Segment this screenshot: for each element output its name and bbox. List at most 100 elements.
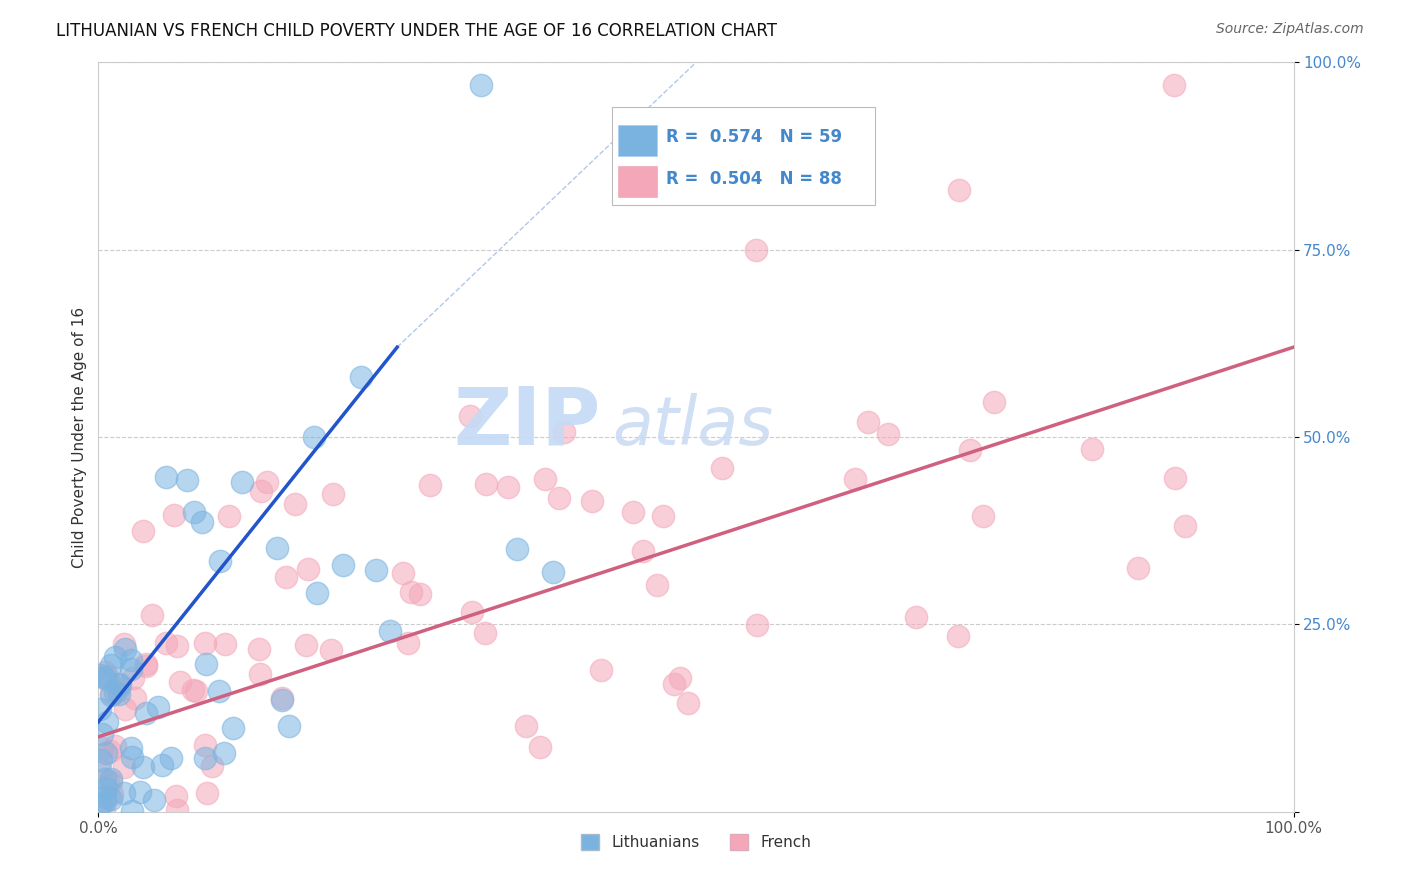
Point bbox=[231, 475, 253, 489]
Point bbox=[96, 746, 118, 760]
Point bbox=[201, 759, 224, 773]
Point bbox=[163, 508, 186, 523]
Point bbox=[250, 484, 273, 499]
Point bbox=[108, 687, 131, 701]
Point bbox=[194, 738, 217, 752]
Point bbox=[100, 744, 122, 758]
Point bbox=[176, 473, 198, 487]
Y-axis label: Child Poverty Under the Age of 16: Child Poverty Under the Age of 16 bbox=[72, 307, 87, 567]
Point bbox=[214, 637, 236, 651]
Point bbox=[191, 515, 214, 529]
Point bbox=[745, 243, 768, 257]
Point bbox=[581, 493, 603, 508]
Point bbox=[159, 751, 181, 765]
Point bbox=[101, 787, 124, 801]
Point bbox=[297, 562, 319, 576]
Point bbox=[247, 642, 270, 657]
Point bbox=[972, 508, 994, 523]
Point bbox=[515, 719, 537, 733]
Point bbox=[107, 683, 129, 698]
Point bbox=[135, 657, 157, 671]
Point bbox=[621, 505, 644, 519]
Point bbox=[120, 740, 142, 755]
Point bbox=[94, 673, 117, 687]
Point bbox=[89, 763, 111, 777]
Point bbox=[668, 671, 690, 685]
Point bbox=[100, 688, 122, 702]
Point bbox=[165, 789, 187, 803]
Point bbox=[221, 721, 243, 735]
Point bbox=[591, 663, 613, 677]
Point bbox=[396, 636, 419, 650]
Point bbox=[332, 558, 354, 573]
Point bbox=[1163, 78, 1185, 92]
Point bbox=[91, 741, 114, 756]
Point bbox=[409, 587, 432, 601]
Point bbox=[652, 509, 675, 524]
Point bbox=[183, 505, 205, 519]
Point bbox=[194, 751, 217, 765]
Point bbox=[100, 792, 122, 806]
Point bbox=[146, 699, 169, 714]
Point bbox=[114, 702, 136, 716]
Point bbox=[548, 491, 571, 505]
Point bbox=[553, 425, 575, 439]
Point bbox=[121, 750, 143, 764]
Point bbox=[94, 794, 117, 808]
Point bbox=[399, 584, 422, 599]
Point bbox=[104, 684, 127, 698]
Point bbox=[194, 636, 217, 650]
Point bbox=[266, 541, 288, 555]
Point bbox=[107, 677, 129, 691]
Point bbox=[93, 772, 115, 787]
Point bbox=[114, 642, 136, 657]
Bar bbox=[613, 107, 876, 205]
Point bbox=[364, 563, 387, 577]
Point bbox=[132, 524, 155, 539]
Point bbox=[877, 427, 900, 442]
Text: atlas: atlas bbox=[613, 392, 773, 458]
Point bbox=[664, 677, 686, 691]
Point bbox=[186, 684, 208, 698]
Point bbox=[378, 624, 401, 638]
Point bbox=[169, 675, 191, 690]
Point bbox=[1174, 519, 1197, 533]
Point bbox=[1081, 442, 1104, 457]
Point bbox=[97, 774, 120, 789]
Point bbox=[142, 792, 165, 806]
Point bbox=[96, 669, 118, 683]
Point bbox=[195, 786, 218, 800]
Point bbox=[277, 719, 299, 733]
Point bbox=[461, 606, 484, 620]
Point bbox=[647, 578, 669, 592]
Point bbox=[470, 78, 492, 92]
Point bbox=[141, 608, 163, 623]
Point bbox=[181, 682, 204, 697]
Point bbox=[392, 566, 415, 580]
Point bbox=[93, 790, 115, 805]
Point bbox=[274, 570, 297, 584]
Point bbox=[155, 636, 177, 650]
Point bbox=[100, 774, 122, 789]
Point bbox=[208, 684, 231, 698]
Point bbox=[295, 638, 318, 652]
Point bbox=[135, 706, 157, 721]
Point bbox=[90, 797, 112, 812]
Text: LITHUANIAN VS FRENCH CHILD POVERTY UNDER THE AGE OF 16 CORRELATION CHART: LITHUANIAN VS FRENCH CHILD POVERTY UNDER… bbox=[56, 22, 778, 40]
Point bbox=[121, 804, 143, 818]
Point bbox=[110, 677, 132, 691]
Point bbox=[89, 702, 111, 716]
Point bbox=[104, 649, 127, 664]
Text: R =  0.574   N = 59: R = 0.574 N = 59 bbox=[666, 128, 842, 146]
Point bbox=[948, 183, 970, 197]
Point bbox=[946, 629, 969, 643]
Point bbox=[121, 671, 143, 685]
Bar bbox=[619, 166, 657, 197]
Point bbox=[710, 460, 733, 475]
Point bbox=[256, 475, 278, 489]
Point bbox=[844, 472, 866, 486]
Point bbox=[91, 727, 114, 741]
Point bbox=[155, 470, 177, 484]
Bar bbox=[619, 125, 657, 156]
Point bbox=[120, 653, 142, 667]
